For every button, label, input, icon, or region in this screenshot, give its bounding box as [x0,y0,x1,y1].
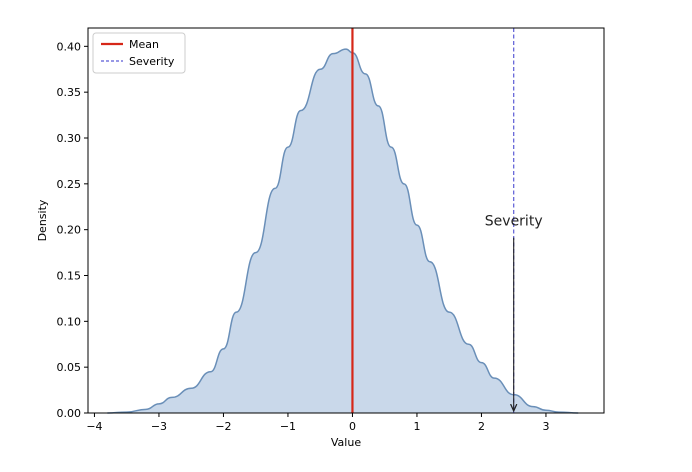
y-tick-label: 0.10 [57,315,82,328]
y-tick-label: 0.25 [57,178,82,191]
plot-area: Severity −4 −3 −2 −1 0 1 2 3 0.00 0.05 0.10 0.15 0.20… [36,27,605,449]
x-tick-label: 0 [349,420,356,433]
y-tick-label: 0.15 [57,270,82,283]
plot-frame [87,27,605,414]
kde-area-fill [107,49,579,413]
x-tick-label: −4 [86,420,102,433]
y-tick-label: 0.20 [57,224,82,237]
legend: Mean Severity [92,32,186,74]
kde-line [107,48,579,414]
x-tick-label: −1 [280,420,296,433]
y-tick-label: 0.00 [57,407,82,420]
y-axis-label: Density [36,199,49,241]
x-tick-label: 3 [542,420,549,433]
y-tick-label: 0.05 [57,361,82,374]
x-axis-label: Value [331,436,361,449]
y-tick-label: 0.30 [57,132,82,145]
legend-label-mean: Mean [129,38,159,51]
x-tick-label: 1 [413,420,420,433]
x-tick-label: −3 [151,420,167,433]
x-tick-label: 2 [478,420,485,433]
legend-label-severity: Severity [129,55,175,68]
annotation-label: Severity [485,214,543,230]
x-tick-label: −2 [215,420,231,433]
y-tick-label: 0.40 [57,40,82,53]
y-tick-label: 0.35 [57,86,82,99]
